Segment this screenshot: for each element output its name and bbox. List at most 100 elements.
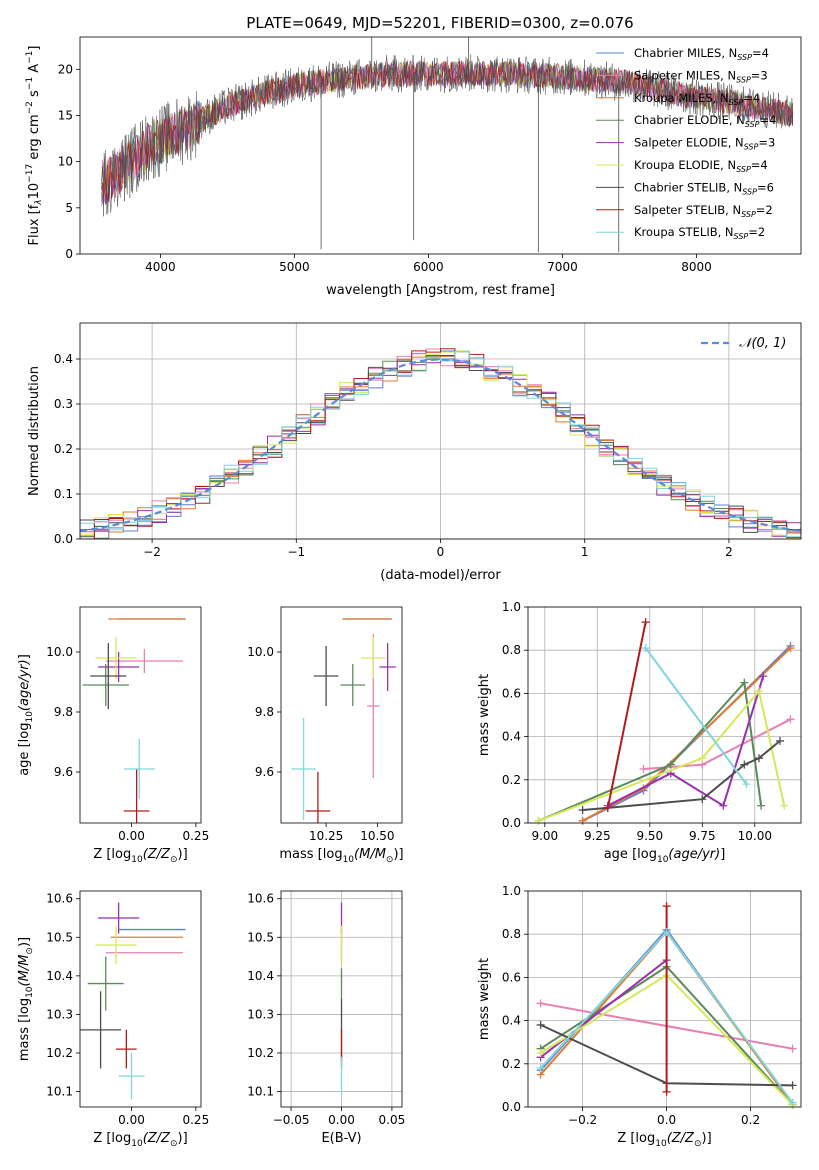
point-marker <box>578 806 587 815</box>
y-tick-label: 9.6 <box>54 765 73 779</box>
x-tick-label: 9.50 <box>636 829 663 843</box>
y-tick-label: 10.4 <box>247 969 274 983</box>
y-tick-label: 10.1 <box>247 1085 274 1099</box>
figure-title: PLATE=0649, MJD=52201, FIBERID=0300, z=0… <box>246 14 633 32</box>
axes-mass-vs-EBV: −0.05 0.00 0.05 10.1 10.2 10.3 10.4 10.5 10.6 E(B… <box>247 890 406 1146</box>
x-tick-label: 10.25 <box>309 829 343 843</box>
point-marker <box>755 754 763 763</box>
y-tick-label: 9.6 <box>255 765 274 779</box>
y-tick-label: 0.8 <box>502 927 521 941</box>
axes-age-vs-mass: 10.25 10.50 9.6 9.8 10.0 mass [log10(M/M⊙)] <box>247 606 404 865</box>
point-marker <box>662 1087 671 1096</box>
y-tick-label: 1.0 <box>502 884 521 898</box>
point-marker <box>662 902 671 911</box>
legend-label: Chabrier MILES, NSSP=4 <box>634 46 769 62</box>
point-marker <box>740 760 749 769</box>
y-tick-label: 5 <box>65 201 73 215</box>
point-marker <box>759 672 768 681</box>
y-tick-label: 0.3 <box>54 397 73 411</box>
legend-label: Kroupa MILES, NSSP=4 <box>634 91 760 107</box>
point-marker <box>536 1049 545 1057</box>
y-tick-label: 0 <box>65 247 73 261</box>
x-tick-label: −1 <box>287 545 305 559</box>
axes-residual-histogram: −2 −1 0 1 2 0.0 0.1 0.2 0.3 0.4 (data-model)/error… <box>27 322 802 583</box>
axes-frame <box>79 322 802 540</box>
y-tick-label: 0.4 <box>54 352 73 366</box>
y-tick-label: 10 <box>58 155 73 169</box>
y-tick-label: 0.0 <box>502 1100 521 1114</box>
y-tick-label: 10.0 <box>46 645 73 659</box>
axes-frame <box>280 890 403 1108</box>
point-marker <box>776 736 784 745</box>
point-marker <box>788 1098 797 1107</box>
x-tick-label: 0 <box>437 545 445 559</box>
x-tick-label: 1 <box>581 545 589 559</box>
y-tick-label: 9.8 <box>54 705 73 719</box>
y-tick-label: 10.6 <box>247 892 274 906</box>
spectrum-line <box>101 54 794 217</box>
x-tick-label: 0.05 <box>379 1113 406 1127</box>
x-axis-label: mass [log10(M/M⊙)] <box>279 847 403 865</box>
point-marker <box>536 1064 545 1073</box>
x-axis-label: (data-model)/error <box>380 568 501 583</box>
point-marker <box>788 1044 797 1053</box>
series-line <box>538 680 763 822</box>
y-tick-label: 0.4 <box>502 1014 521 1028</box>
axes-spectrum: 4000 5000 6000 7000 8000 0 5 10 15 20 wavelength [… <box>25 36 802 298</box>
x-tick-label: 9.00 <box>531 829 558 843</box>
series-line <box>539 959 668 1059</box>
y-tick-label: 10.2 <box>247 1046 274 1060</box>
axes-frame <box>280 606 403 824</box>
point-marker <box>641 618 650 627</box>
point-marker <box>788 1081 797 1090</box>
x-axis-label: Z [log10(Z/Z⊙)] <box>617 1131 711 1149</box>
axes-age-vs-Z: 0.00 0.25 9.6 9.8 10.0 Z [log10(Z/Z⊙)] age [lo… <box>17 606 209 865</box>
series-line <box>606 621 647 809</box>
x-axis-label: Z [log10(Z/Z⊙)] <box>93 847 187 865</box>
axes-mass-weight-vs-Z: −0.2 0.0 0.2 0.0 0.2 0.4 0.6 0.8 1.0 Z [log10(Z/Z… <box>477 884 802 1149</box>
y-axis-label: mass weight <box>477 674 492 756</box>
x-tick-label: −0.05 <box>273 1113 310 1127</box>
y-tick-label: 10.0 <box>247 645 274 659</box>
axes-mass-vs-Z: 0.00 0.25 10.1 10.2 10.3 10.4 10.5 10.6 Z [log10… <box>17 890 209 1149</box>
x-tick-label: 0.00 <box>118 1113 145 1127</box>
y-tick-label: 0.4 <box>502 730 521 744</box>
y-tick-label: 15 <box>58 108 73 122</box>
point-marker <box>534 816 543 825</box>
legend-label: 𝒩(0, 1) <box>739 336 786 351</box>
axes-frame <box>527 606 802 824</box>
x-tick-label: 0.00 <box>118 829 145 843</box>
y-axis-label: mass [log10(M/M⊙)] <box>17 937 35 1061</box>
y-tick-label: 1.0 <box>502 600 521 614</box>
point-marker <box>740 678 749 687</box>
y-tick-label: 0.2 <box>54 442 73 456</box>
x-tick-label: −0.2 <box>568 1113 597 1127</box>
y-tick-label: 10.1 <box>46 1085 73 1099</box>
y-tick-label: 0.2 <box>502 1057 521 1071</box>
x-axis-label: wavelength [Angstrom, rest frame] <box>326 283 555 298</box>
legend-label: Salpeter STELIB, NSSP=2 <box>634 203 773 219</box>
point-marker <box>742 780 751 789</box>
spectrum-line <box>101 60 794 202</box>
x-tick-label: 0.25 <box>182 1113 209 1127</box>
y-tick-label: 0.8 <box>502 643 521 657</box>
y-axis-label: Normed distribution <box>27 366 42 496</box>
x-tick-label: 4000 <box>145 260 176 274</box>
legend-label: Salpeter ELODIE, NSSP=3 <box>634 136 775 152</box>
y-tick-label: 10.3 <box>247 1007 274 1021</box>
series-line <box>582 740 781 811</box>
y-axis-label: age [log10(age/yr)] <box>17 654 35 776</box>
y-axis-label: Flux [fλ10−17 erg cm−2 s−1 A−1] <box>25 46 44 246</box>
y-tick-label: 0.6 <box>502 686 521 700</box>
axes-frame <box>79 890 202 1108</box>
y-tick-label: 10.4 <box>46 969 73 983</box>
axes-frame <box>79 606 202 824</box>
y-tick-label: 0.6 <box>502 970 521 984</box>
point-marker <box>536 1020 545 1029</box>
y-tick-label: 10.3 <box>46 1007 73 1021</box>
y-tick-label: 10.5 <box>46 930 73 944</box>
y-tick-label: 9.8 <box>255 705 274 719</box>
legend-label: Kroupa STELIB, NSSP=2 <box>634 225 765 241</box>
y-tick-label: 0.0 <box>54 532 73 546</box>
